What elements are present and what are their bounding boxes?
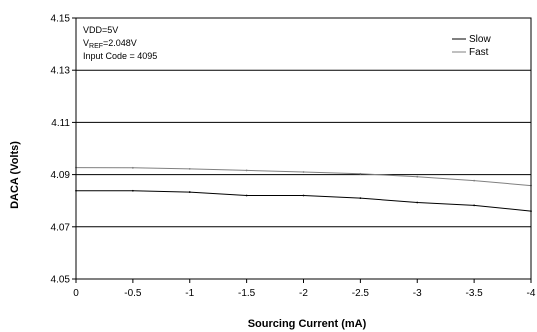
legend-label-fast: Fast	[469, 47, 489, 58]
legend: Slow Fast	[452, 34, 491, 58]
series-line-fast	[75, 167, 532, 187]
y-tick-label: 4.15	[51, 14, 71, 25]
x-tick-label: -3	[413, 288, 422, 299]
y-tick-label: 4.07	[51, 222, 71, 233]
data-point-slow	[188, 191, 191, 193]
y-axis-title: DACA (Volts)	[9, 141, 21, 209]
y-tick-label: 4.11	[51, 118, 70, 129]
conditions-annotation: VDD=5V VREF=2.048V Input Code = 4095	[83, 25, 157, 61]
x-tick-label: -1.5	[238, 288, 256, 299]
data-point-slow	[359, 197, 362, 199]
data-point-fast	[302, 171, 305, 173]
data-point-fast	[473, 179, 476, 182]
vref-prefix: V	[83, 38, 89, 48]
data-point-slow	[245, 194, 248, 197]
series-line-slow	[76, 190, 532, 212]
input-code-annotation: Input Code = 4095	[83, 51, 157, 61]
x-tick-label: -4	[527, 288, 536, 299]
y-tick-label: 4.09	[51, 170, 71, 181]
x-axis-title: Sourcing Current (mA)	[248, 318, 367, 330]
data-point-fast	[416, 175, 419, 178]
data-point-slow	[302, 194, 305, 197]
series-layer	[75, 166, 532, 213]
data-point-slow	[416, 201, 419, 204]
vdd-annotation: VDD=5V	[83, 25, 118, 35]
data-point-slow	[131, 189, 134, 192]
data-point-fast	[245, 169, 248, 172]
data-point-slow	[473, 204, 476, 207]
vref-subscript: REF	[89, 43, 103, 50]
x-tick-label: -3.5	[466, 288, 484, 299]
x-tick-label: -2.5	[352, 288, 370, 299]
data-point-fast	[131, 166, 134, 169]
vref-annotation: VREF=2.048V	[83, 38, 137, 50]
y-tick-label: 4.13	[51, 66, 71, 77]
data-point-fast	[359, 172, 362, 175]
x-tick-label: -0.5	[124, 288, 142, 299]
legend-label-slow: Slow	[469, 34, 491, 45]
y-tick-label: 4.05	[51, 275, 71, 286]
x-axis-ticks: 0 -0.5 -1 -1.5 -2 -2.5 -3 -3.5 -4	[73, 279, 536, 299]
vref-value: =2.048V	[103, 38, 137, 48]
y-axis-ticks: 4.05 4.07 4.09 4.11 4.13 4.15	[51, 14, 76, 286]
grid-lines	[76, 69, 531, 228]
x-tick-label: 0	[73, 288, 79, 299]
data-point-fast	[188, 167, 191, 170]
x-tick-label: -2	[299, 288, 308, 299]
x-tick-label: -1	[185, 288, 194, 299]
